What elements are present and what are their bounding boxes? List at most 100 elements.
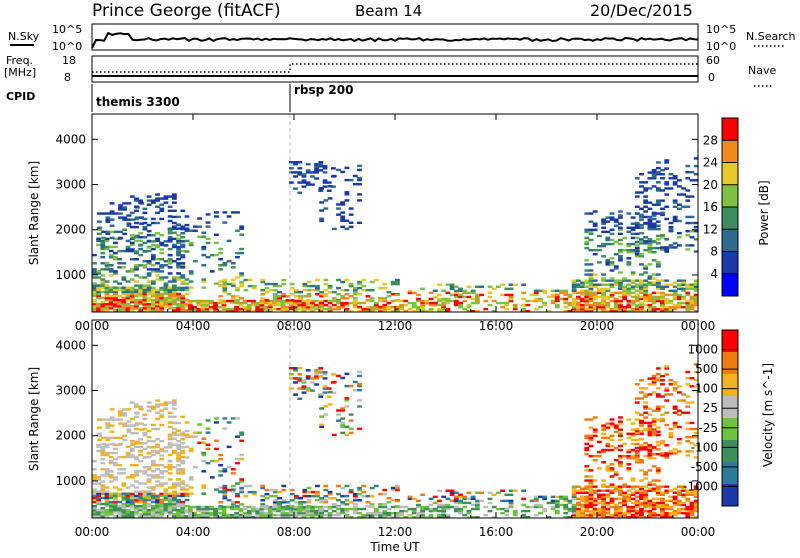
velocity-cell [618,438,623,442]
power-cell [470,301,476,305]
velocity-cell [322,391,328,394]
power-cell [213,309,219,313]
velocity-cell [129,401,135,404]
velocity-cell [533,505,539,509]
power-cell [428,291,434,295]
velocity-cell [225,513,231,517]
velocity-cell [150,407,156,410]
velocity-cell [352,511,358,515]
velocity-cell [180,415,186,419]
velocity-cell [567,507,573,511]
velocity-cell [310,494,316,498]
power-cell [588,238,594,242]
power-cell [305,181,311,184]
velocity-cell [483,505,489,509]
velocity-cell [125,455,131,459]
velocity-cell [647,487,653,490]
velocity-cell [466,501,472,505]
velocity-cell [288,367,294,370]
velocity-cell [382,511,388,515]
velocity-cell [134,445,139,449]
velocity-cell [150,440,156,443]
velocity-cell [630,428,636,431]
power-cell [588,230,594,234]
power-cell [369,309,375,313]
power-cell [188,241,194,245]
colorbar-segment [722,140,738,163]
velocity-cell [639,487,644,490]
power-cell [681,305,686,309]
power-cell [309,305,315,309]
velocity-cell [685,376,691,380]
power-cell [129,307,135,310]
velocity-cell [126,430,132,433]
power-cell [647,305,653,309]
velocity-cell [142,470,148,473]
velocity-cell [121,455,127,459]
power-cell [184,229,190,232]
power-cell [655,166,661,170]
power-cell [390,309,396,313]
power-cell [150,304,156,308]
power-cell [382,282,388,286]
power-cell [660,234,665,237]
velocity-cell [386,513,392,517]
power-cell [689,195,695,198]
power-cell [171,193,177,196]
velocity-cell [176,459,181,463]
velocity-cell [159,448,165,451]
velocity-cell [395,505,400,509]
velocity-cell [378,513,383,517]
power-cell [689,170,695,174]
velocity-cell [188,478,194,481]
power-cell [676,193,682,196]
velocity-cell [302,494,308,498]
power-cell [122,218,128,221]
y-tick-label: 4000 [55,338,86,352]
velocity-cell [255,509,261,513]
power-cell [592,222,598,225]
velocity-cell [150,506,156,510]
velocity-cell [255,515,261,519]
velocity-cell [626,436,632,440]
power-cell [159,304,165,308]
colorbar-tick-label: 16 [703,200,718,214]
power-cell [500,305,506,309]
power-cell [222,264,228,267]
power-cell [314,163,320,166]
velocity-cell [309,509,315,513]
velocity-cell [525,505,531,509]
velocity-cell [117,506,123,510]
power-cell [618,210,623,213]
power-cell [96,239,102,243]
velocity-cell [664,515,670,519]
colorbar-tick-label: -25 [698,421,718,435]
velocity-cell [184,433,190,436]
velocity-cell [664,491,670,494]
velocity-cell [277,496,282,500]
power-cell [167,292,173,296]
velocity-cell [613,430,619,433]
power-cell [176,241,181,245]
power-cell [319,209,325,212]
power-cell [643,201,649,204]
power-cell [643,283,649,286]
velocity-cell [340,511,346,515]
power-cell [297,307,303,311]
velocity-cell [239,431,245,434]
velocity-cell [92,490,97,493]
power-cell [395,299,400,303]
velocity-cell [259,507,265,511]
velocity-cell [214,439,219,443]
power-cell [184,223,190,227]
velocity-cell [187,507,193,511]
velocity-cell [122,422,128,425]
power-cell [630,273,636,276]
power-cell [331,303,337,307]
power-cell [630,285,636,288]
velocity-cell [365,494,371,498]
power-cell [150,234,156,237]
velocity-cell [226,445,232,449]
power-cell [146,284,152,287]
power-cell [130,236,136,240]
